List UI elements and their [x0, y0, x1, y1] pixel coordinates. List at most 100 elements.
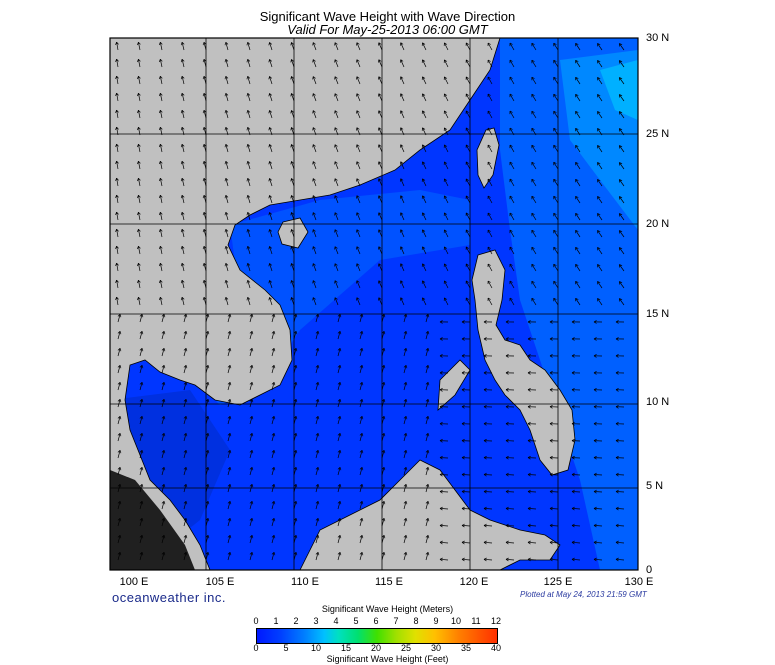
wave-arrow: [509, 297, 515, 306]
wave-arrow-head: [549, 523, 553, 526]
wave-arrow-head: [549, 338, 553, 341]
wave-arrow: [444, 280, 449, 289]
wave-arrow-head: [185, 501, 188, 505]
wave-arrow: [461, 491, 471, 493]
wave-arrow-head: [509, 246, 513, 249]
wave-arrow-head: [246, 127, 249, 131]
wave-arrow-head: [295, 467, 298, 471]
wave-arrow-head: [271, 518, 275, 521]
wave-arrow-head: [115, 177, 117, 182]
wave-arrow-head: [383, 467, 386, 471]
wave-arrow-head: [466, 144, 469, 147]
wave-arrow-head: [439, 506, 443, 509]
wave-arrow-head: [229, 416, 232, 420]
wave-arrow: [378, 229, 383, 238]
wave-arrow-head: [271, 416, 275, 419]
wave-arrow: [116, 297, 119, 306]
wave-arrow-head: [531, 127, 535, 130]
wave-arrow-head: [378, 297, 382, 300]
wave-arrow: [378, 59, 383, 68]
wave-arrow-head: [531, 42, 535, 45]
wave-arrow: [597, 230, 603, 238]
wave-arrow-head: [593, 474, 597, 477]
wave-arrow: [425, 365, 429, 374]
wave-arrow-head: [290, 59, 292, 63]
wave-arrow-head: [505, 455, 509, 458]
wave-arrow-head: [185, 416, 188, 420]
wave-arrow: [159, 144, 163, 153]
wave-arrow-head: [273, 535, 276, 539]
wave-arrow-head: [505, 353, 509, 357]
wave-arrow-head: [505, 337, 509, 340]
wave-arrow-head: [185, 467, 188, 471]
wave-arrow-head: [117, 382, 121, 385]
wave-arrow-head: [202, 161, 205, 165]
wave-arrow: [337, 501, 341, 510]
wave-arrow-head: [312, 110, 316, 113]
wave-arrow-head: [137, 246, 139, 250]
wave-arrow: [597, 94, 603, 102]
wave-arrow-head: [361, 314, 364, 318]
wave-arrow-head: [439, 542, 443, 545]
wave-arrow-head: [246, 144, 249, 148]
wave-arrow-head: [317, 433, 320, 437]
wave-arrow-head: [553, 42, 557, 45]
wave-arrow-head: [439, 421, 443, 425]
wave-arrow: [269, 280, 273, 289]
wave-arrow-head: [549, 557, 553, 560]
wave-arrow-head: [271, 348, 275, 351]
wave-arrow: [444, 144, 449, 153]
wave-arrow: [553, 298, 559, 306]
wave-arrow-head: [361, 450, 364, 454]
wave-arrow-head: [356, 127, 360, 130]
wave-arrow-head: [181, 92, 185, 96]
wave-arrow: [465, 110, 471, 119]
wave-arrow-head: [425, 484, 429, 487]
wave-arrow-head: [381, 399, 385, 402]
wave-arrow-head: [207, 382, 210, 386]
wave-arrow-head: [141, 467, 144, 471]
wave-arrow-head: [317, 484, 320, 488]
wave-arrow-head: [531, 229, 535, 232]
wave-arrow-head: [334, 246, 336, 250]
wave-arrow-head: [615, 423, 619, 426]
wave-arrow-head: [334, 59, 338, 62]
wave-direction-arrows: [115, 41, 625, 562]
wave-arrow-head: [339, 501, 342, 505]
wave-arrow: [356, 110, 361, 119]
wave-arrow-head: [425, 314, 429, 317]
wave-arrow-head: [293, 535, 297, 538]
wave-arrow: [381, 399, 385, 408]
wave-arrow-head: [158, 280, 161, 284]
wave-arrow-head: [205, 450, 209, 453]
wave-arrow-head: [403, 416, 407, 419]
wave-arrow: [227, 331, 231, 340]
wave-arrow: [509, 178, 515, 187]
wave-arrow-head: [619, 213, 623, 216]
wave-arrow: [356, 161, 361, 170]
wave-arrow: [269, 93, 273, 102]
wave-arrow-head: [444, 195, 448, 198]
wave-arrow: [161, 484, 165, 493]
wave-arrow-head: [461, 337, 465, 340]
wave-arrow-head: [615, 474, 619, 477]
wave-arrow: [575, 213, 581, 221]
wave-arrow-head: [203, 246, 207, 249]
wave-arrow: [403, 433, 407, 442]
wave-arrow-head: [597, 111, 601, 114]
wave-arrow-head: [571, 557, 575, 560]
wave-arrow: [527, 491, 537, 493]
wave-arrow-head: [183, 382, 187, 385]
wave-arrow-head: [141, 552, 144, 556]
wave-arrow-head: [593, 508, 597, 511]
wave-arrow: [619, 298, 625, 306]
wave-arrow-head: [138, 41, 141, 45]
wave-arrow-head: [571, 540, 575, 543]
wave-arrow-head: [483, 440, 487, 443]
wave-arrow-head: [312, 144, 316, 147]
legend-feet-tick: 15: [340, 643, 351, 653]
wave-arrow-head: [334, 297, 338, 300]
wave-arrow-head: [158, 229, 161, 233]
wave-arrow: [403, 467, 407, 476]
wave-arrow-head: [116, 58, 119, 62]
